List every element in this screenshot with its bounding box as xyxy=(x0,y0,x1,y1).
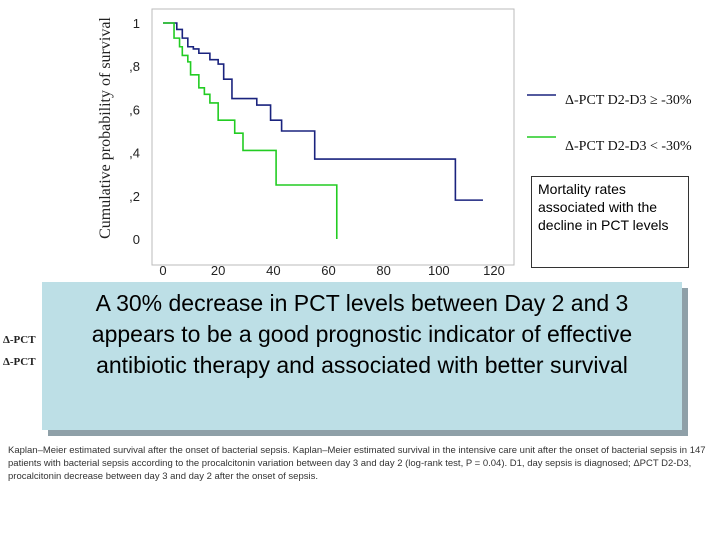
plot-area-frame xyxy=(151,8,515,266)
callout-text: Mortality rates associated with the decl… xyxy=(538,181,669,233)
mortality-callout: Mortality rates associated with the decl… xyxy=(531,176,689,268)
y-tick-label: 0 xyxy=(133,232,140,247)
cut-off-legend-labels: Δ-PCT Δ-PCT xyxy=(3,329,36,373)
x-tick-label: 100 xyxy=(428,263,450,278)
x-tick-label: 120 xyxy=(483,263,505,278)
x-tick-label: 0 xyxy=(159,263,166,278)
legend-label-1: Δ-PCT D2-D3 ≥ -30% xyxy=(565,93,692,108)
cut-label-2: Δ-PCT xyxy=(3,356,36,368)
y-axis-label: Cumulative probability of survival xyxy=(97,17,114,239)
legend-label-2: Δ-PCT D2-D3 < -30% xyxy=(565,139,692,154)
cut-label-1: Δ-PCT xyxy=(3,334,36,346)
series-line-2 xyxy=(163,22,338,239)
y-tick-label: ,4 xyxy=(129,146,140,161)
x-tick-label: 60 xyxy=(321,263,335,278)
y-tick-label: ,2 xyxy=(129,189,140,204)
y-tick-label: ,6 xyxy=(129,102,140,117)
x-tick-label: 20 xyxy=(211,263,225,278)
x-tick-label: 80 xyxy=(376,263,390,278)
x-tick-label: 40 xyxy=(266,263,280,278)
conclusion-box: A 30% decrease in PCT levels between Day… xyxy=(42,282,682,430)
y-tick-label: 1 xyxy=(133,16,140,31)
figure-caption: Kaplan–Meier estimated survival after th… xyxy=(8,444,714,483)
series-line-1 xyxy=(163,22,483,201)
y-tick-label: ,8 xyxy=(129,59,140,74)
caption-text: Kaplan–Meier estimated survival after th… xyxy=(8,445,706,482)
conclusion-text: A 30% decrease in PCT levels between Day… xyxy=(91,290,633,378)
